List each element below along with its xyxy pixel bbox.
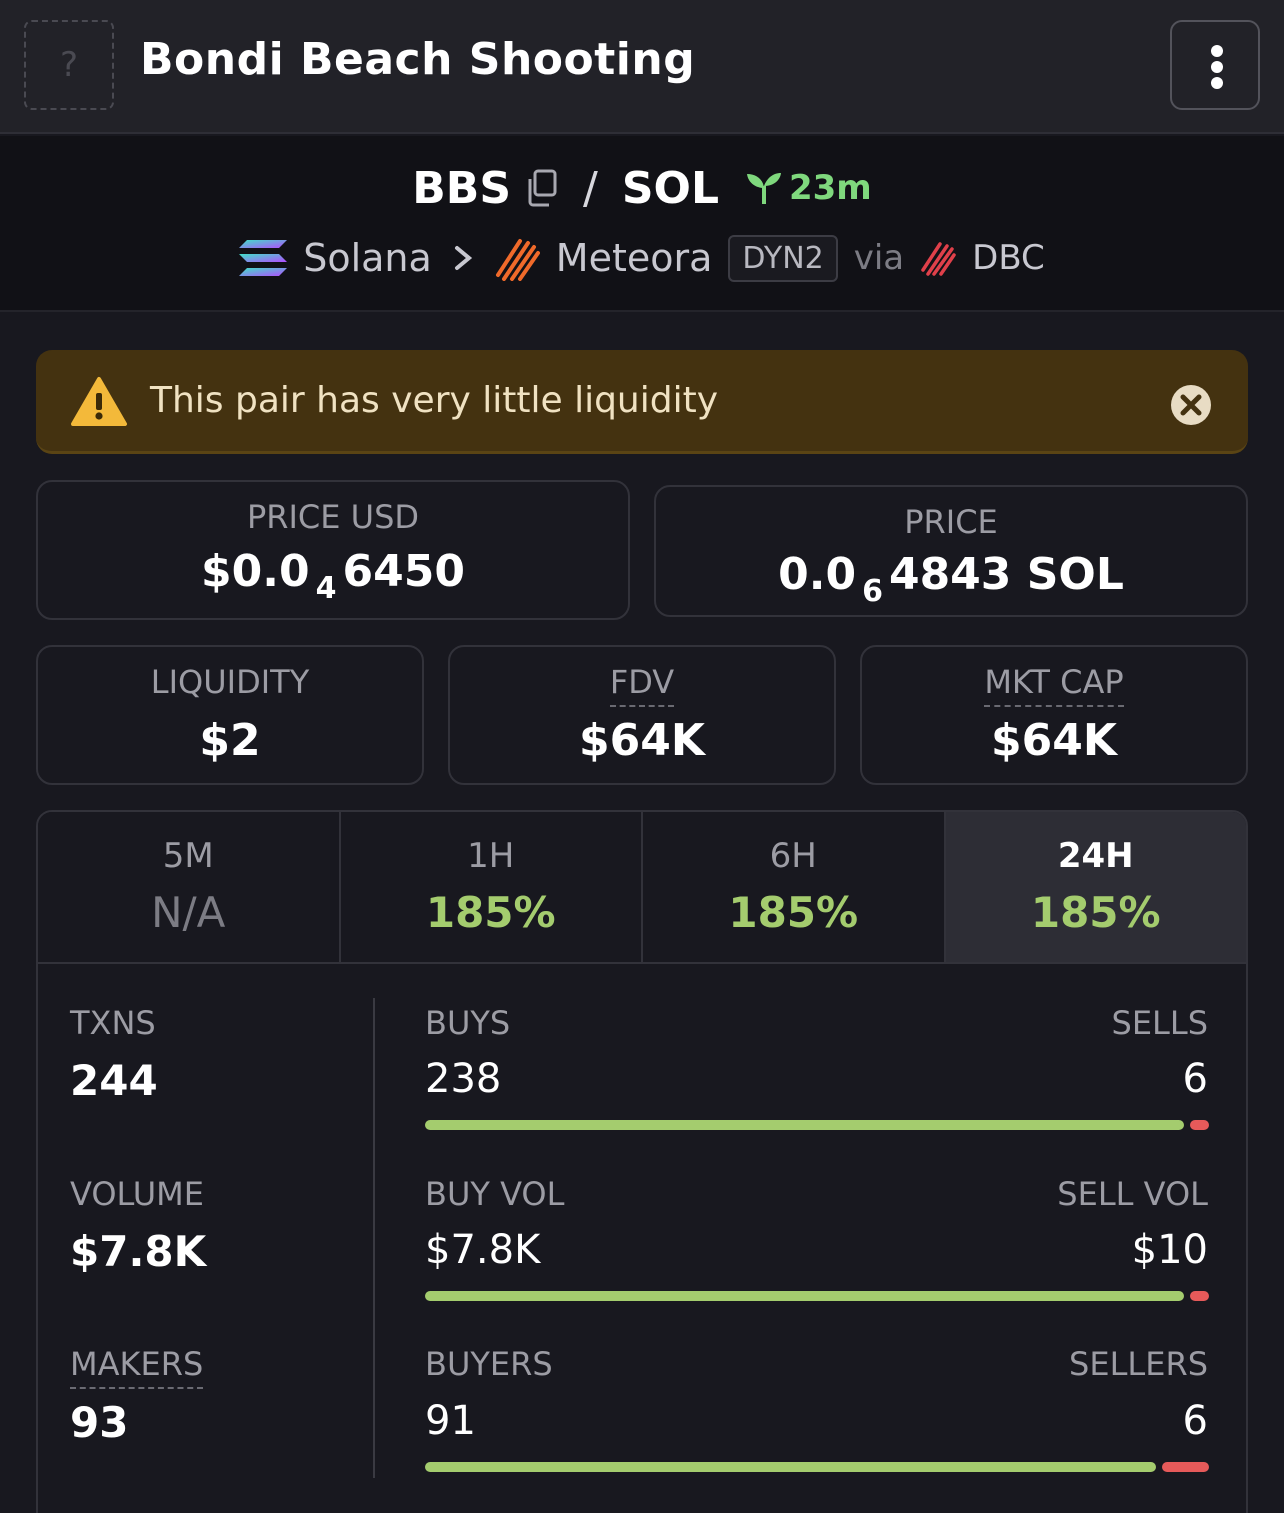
sells-label: SELLS <box>1111 1004 1209 1042</box>
chain-name[interactable]: Solana <box>303 236 432 280</box>
price-usd-prefix: $0.0 <box>201 546 310 597</box>
buy-bar <box>425 1291 1184 1301</box>
pair-quote-symbol: SOL <box>621 162 719 214</box>
buys-label: BUYS <box>425 1004 511 1042</box>
makers-label[interactable]: MAKERS <box>70 1345 204 1389</box>
liquidity-label: LIQUIDITY <box>150 663 310 701</box>
sell-bar <box>1190 1291 1209 1301</box>
sellers-value: 6 <box>1182 1398 1208 1444</box>
price-usd-zero-count: 4 <box>315 571 337 606</box>
header: ? Bondi Beach Shooting <box>0 0 1284 134</box>
market-cap-label[interactable]: MKT CAP <box>862 663 1246 707</box>
buys-value: 238 <box>425 1056 502 1102</box>
kebab-dot-icon <box>1211 61 1223 73</box>
buyers-label: BUYERS <box>425 1345 553 1383</box>
sprout-icon <box>746 173 781 204</box>
price-native-label: PRICE <box>904 503 998 541</box>
tab-24h[interactable]: 24H 185% <box>945 812 1246 962</box>
buys-sells-ratio-bar <box>425 1120 1209 1130</box>
price-native-box: PRICE 0.0 6 4843 SOL <box>654 485 1248 617</box>
stats-divider <box>373 998 375 1478</box>
warning-triangle-icon <box>71 377 127 426</box>
pair-age: 23m <box>788 168 872 208</box>
tab-change-value: N/A <box>151 888 226 937</box>
dex-version-badge: DYN2 <box>728 234 838 282</box>
dex-name[interactable]: Meteora <box>555 236 713 280</box>
token-name: Bondi Beach Shooting <box>140 34 696 85</box>
warning-text: This pair has very little liquidity <box>150 380 719 421</box>
tab-label: 5M <box>162 836 214 876</box>
more-options-button[interactable] <box>1170 20 1260 110</box>
buy-bar <box>425 1120 1184 1130</box>
kebab-dot-icon <box>1211 77 1223 89</box>
fdv-box[interactable]: FDV $64K <box>448 645 836 785</box>
buy-vol-value: $7.8K <box>425 1227 541 1273</box>
sell-vol-label: SELL VOL <box>1057 1175 1208 1213</box>
txns-value: 244 <box>70 1056 158 1105</box>
via-source-name[interactable]: DBC <box>972 238 1045 278</box>
price-usd-box: PRICE USD $0.0 4 6450 <box>36 480 630 620</box>
volume-ratio-bar <box>425 1291 1209 1301</box>
tab-change-value: 185% <box>1030 888 1161 937</box>
price-usd-label: PRICE USD <box>246 498 420 536</box>
transaction-stats-panel <box>36 962 1248 1513</box>
token-logo-placeholder: ? <box>24 20 114 110</box>
tab-change-value: 185% <box>425 888 556 937</box>
sell-vol-value: $10 <box>1131 1227 1208 1273</box>
fdv-value: $64K <box>579 715 705 766</box>
sell-bar <box>1190 1120 1209 1130</box>
kebab-dot-icon <box>1211 45 1223 57</box>
sellers-label: SELLERS <box>1069 1345 1208 1383</box>
price-native-value: 0.0 6 4843 SOL <box>656 549 1246 609</box>
pair-base-symbol: BBS <box>412 162 512 214</box>
sells-value: 6 <box>1182 1056 1208 1102</box>
tab-1h[interactable]: 1H 185% <box>340 812 643 962</box>
buy-vol-label: BUY VOL <box>425 1175 565 1213</box>
tab-label: 1H <box>467 836 515 876</box>
makers-value: 93 <box>70 1398 129 1447</box>
market-cap-box[interactable]: MKT CAP $64K <box>860 645 1248 785</box>
buyers-value: 91 <box>425 1398 476 1444</box>
tab-6h[interactable]: 6H 185% <box>643 812 946 962</box>
price-native-digits: 4843 SOL <box>888 549 1124 600</box>
price-usd-digits: 6450 <box>342 546 465 597</box>
volume-label: VOLUME <box>70 1175 204 1213</box>
meteora-logo-icon <box>495 239 540 281</box>
via-label: via <box>853 238 905 278</box>
tab-label: 6H <box>769 836 817 876</box>
dbc-logo-icon <box>921 242 956 276</box>
close-warning-icon[interactable] <box>1170 384 1212 426</box>
price-usd-value: $0.0 4 6450 <box>38 546 628 606</box>
low-liquidity-warning <box>36 350 1248 454</box>
chain-dex-line: Solana Meteora DYN2 via DBC <box>0 230 1284 286</box>
timeframe-tabs: 5M N/A 1H 185% 6H 185% 24H 185% <box>36 810 1248 964</box>
sell-bar <box>1162 1462 1209 1472</box>
pair-separator: / <box>583 162 598 214</box>
fdv-label[interactable]: FDV <box>450 663 834 707</box>
pair-info: BBS / SOL 23m So <box>0 136 1284 312</box>
tab-label: 24H <box>1057 836 1134 876</box>
pair-age-badge: 23m <box>745 168 872 208</box>
solana-logo-icon <box>239 240 288 276</box>
buyers-sellers-ratio-bar <box>425 1462 1209 1472</box>
liquidity-box: LIQUIDITY $2 <box>36 645 424 785</box>
buy-bar <box>425 1462 1156 1472</box>
tab-5m[interactable]: 5M N/A <box>38 812 341 962</box>
market-cap-value: $64K <box>991 715 1117 766</box>
volume-value: $7.8K <box>70 1227 207 1276</box>
chevron-right-icon <box>454 246 472 270</box>
copy-icon[interactable] <box>525 169 559 207</box>
liquidity-value: $2 <box>199 715 261 766</box>
tab-change-value: 185% <box>728 888 859 937</box>
price-native-zero-count: 6 <box>862 574 883 609</box>
txns-label: TXNS <box>70 1004 156 1042</box>
pair-line: BBS / SOL 23m <box>0 160 1284 216</box>
price-native-prefix: 0.0 <box>778 549 857 600</box>
